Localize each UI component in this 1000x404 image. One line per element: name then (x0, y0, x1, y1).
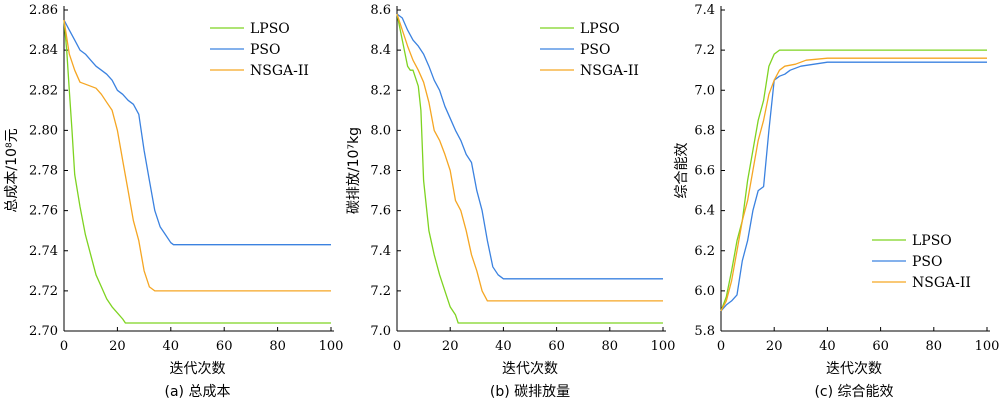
y-tick-label: 6.4 (694, 204, 715, 219)
y-axis-label: 综合能效 (674, 143, 690, 199)
panel-caption: (c) 综合能效 (814, 384, 893, 400)
y-tick-label: 7.0 (694, 83, 715, 98)
x-tick-label: 60 (872, 339, 889, 354)
x-tick-label: 80 (269, 339, 286, 354)
y-tick-label: 7.4 (370, 244, 391, 259)
y-tick-label: 6.6 (694, 164, 715, 179)
legend-label: LPSO (580, 21, 620, 37)
x-tick-label: 0 (393, 339, 401, 354)
series-line-lpso (396, 13, 663, 324)
y-tick-label: 8.4 (370, 43, 391, 58)
y-tick-label: 7.6 (370, 204, 391, 219)
x-tick-label: 80 (602, 339, 619, 354)
y-tick-label: 7.8 (370, 164, 391, 179)
y-tick-label: 6.0 (694, 284, 715, 299)
legend-label: NSGA-II (250, 63, 309, 79)
legend-label: PSO (912, 254, 943, 270)
x-tick-label: 40 (163, 339, 180, 354)
x-axis-label: 迭代次数 (170, 361, 226, 377)
y-axis-label: 总成本/10⁸元 (4, 128, 20, 212)
y-tick-label: 2.78 (29, 164, 58, 179)
legend-label: PSO (580, 42, 611, 58)
y-tick-label: 7.2 (370, 284, 391, 299)
x-tick-label: 20 (442, 339, 459, 354)
y-tick-label: 2.70 (29, 324, 58, 339)
y-tick-label: 2.72 (29, 284, 58, 299)
y-tick-label: 8.2 (370, 83, 391, 98)
chart-panel-1: 2.70 2.72 2.74 2.76 2.78 2.80 2.82 2.84 2.86 0 20 4… (4, 3, 343, 400)
y-tick-label: 2.86 (29, 3, 58, 18)
y-tick-label: 2.84 (29, 43, 58, 58)
x-tick-label: 40 (819, 339, 836, 354)
x-axis-label: 迭代次数 (826, 361, 882, 377)
series-line-pso (720, 61, 987, 312)
x-tick-label: 60 (216, 339, 233, 354)
series-line-pso (63, 19, 331, 246)
y-tick-label: 2.76 (29, 204, 58, 219)
x-tick-label: 0 (717, 339, 725, 354)
series-line-nsga-ii (396, 13, 663, 302)
x-tick-label: 0 (60, 339, 68, 354)
x-tick-label: 100 (975, 339, 1000, 354)
legend-label: PSO (250, 42, 281, 58)
series-line-nsga-ii (63, 19, 331, 292)
y-tick-label: 2.74 (29, 244, 58, 259)
y-tick-label: 6.2 (694, 244, 715, 259)
y-tick-label: 7.4 (694, 3, 715, 18)
y-tick-label: 5.8 (694, 324, 715, 339)
x-tick-label: 40 (495, 339, 512, 354)
x-tick-label: 100 (651, 339, 676, 354)
legend-label: LPSO (250, 21, 290, 37)
series-line-lpso (720, 49, 987, 312)
y-tick-label: 2.80 (29, 123, 58, 138)
y-tick-label: 7.0 (370, 324, 391, 339)
x-tick-label: 20 (766, 339, 783, 354)
series-line-nsga-ii (720, 57, 987, 312)
x-tick-label: 100 (319, 339, 344, 354)
y-tick-label: 8.0 (370, 123, 391, 138)
legend-label: NSGA-II (580, 63, 639, 79)
legend-label: NSGA-II (912, 275, 971, 291)
x-tick-label: 20 (109, 339, 126, 354)
x-axis-label: 迭代次数 (502, 361, 558, 377)
y-axis-label: 碳排放/10⁷kg (346, 127, 362, 214)
y-tick-label: 2.82 (29, 83, 58, 98)
y-tick-label: 7.2 (694, 43, 715, 58)
x-tick-label: 80 (926, 339, 943, 354)
panel-caption: (b) 碳排放量 (490, 384, 570, 400)
series-line-pso (396, 13, 663, 280)
legend-label: LPSO (912, 233, 952, 249)
y-tick-label: 6.8 (694, 123, 715, 138)
x-tick-label: 60 (548, 339, 565, 354)
chart-panel-2: 7.0 7.2 7.4 7.6 7.8 8.0 8.2 8.4 8.6 0 20 40 60 80 100 L… (346, 3, 675, 400)
series-line-lpso (63, 19, 331, 324)
y-tick-label: 8.6 (370, 3, 391, 18)
chart-panel-3: 5.8 6.0 6.2 6.4 6.6 6.8 7.0 7.2 7.4 0 20 40 60 80 100 L… (674, 3, 999, 400)
panel-caption: (a) 总成本 (165, 384, 231, 400)
